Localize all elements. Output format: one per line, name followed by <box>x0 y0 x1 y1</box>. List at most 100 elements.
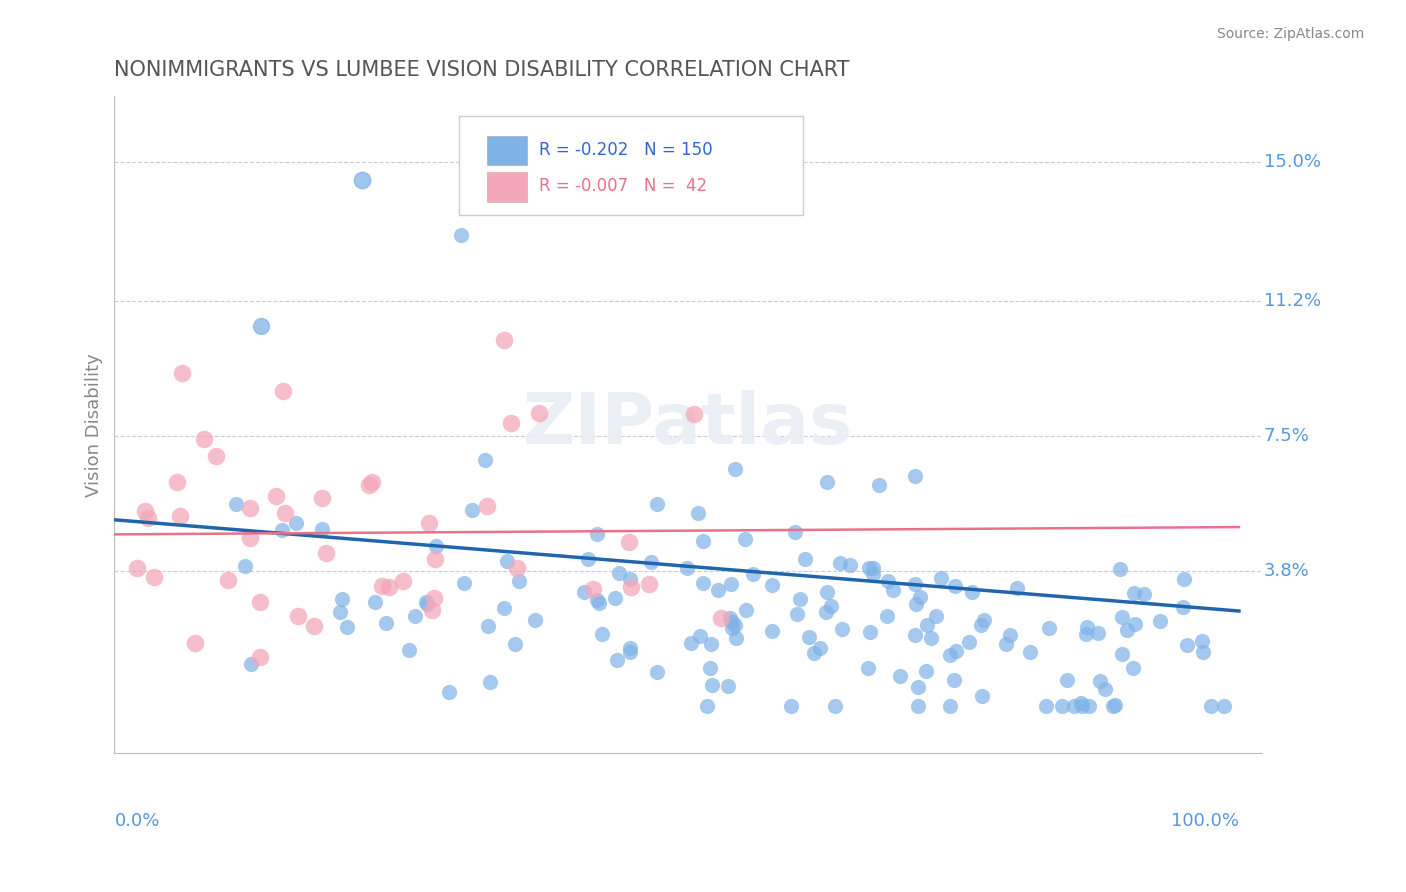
Point <box>169 508 191 523</box>
Point <box>423 591 446 606</box>
Point <box>523 613 546 627</box>
Point <box>1063 698 1085 713</box>
Point <box>920 631 942 645</box>
Point <box>943 579 966 593</box>
FancyBboxPatch shape <box>488 172 527 202</box>
Point <box>586 593 609 607</box>
Point <box>364 595 387 609</box>
Point <box>882 582 904 597</box>
Point <box>689 629 711 643</box>
Point <box>696 698 718 713</box>
Point <box>350 173 373 187</box>
Point <box>225 497 247 511</box>
Point <box>1173 572 1195 586</box>
Point <box>217 573 239 587</box>
Point <box>960 585 983 599</box>
Text: R = -0.202   N = 150: R = -0.202 N = 150 <box>538 141 713 160</box>
Point <box>862 567 884 582</box>
Point <box>786 607 808 622</box>
Point <box>721 621 744 635</box>
Point <box>127 561 149 575</box>
Point <box>1212 698 1234 713</box>
Point <box>284 516 307 530</box>
FancyBboxPatch shape <box>458 116 803 215</box>
Point <box>607 566 630 581</box>
Point <box>645 665 668 679</box>
Text: 3.8%: 3.8% <box>1264 562 1309 580</box>
Point <box>193 433 215 447</box>
Point <box>329 605 352 619</box>
Point <box>828 556 851 570</box>
Point <box>734 532 756 546</box>
Point <box>793 552 815 566</box>
Point <box>619 580 641 594</box>
Point <box>239 501 262 516</box>
Point <box>1149 614 1171 628</box>
Point <box>360 475 382 489</box>
Point <box>266 489 288 503</box>
Point <box>904 598 927 612</box>
Point <box>249 595 271 609</box>
Point <box>617 534 640 549</box>
Point <box>779 698 801 713</box>
Point <box>391 574 413 588</box>
Point <box>134 504 156 518</box>
Point <box>1050 698 1073 713</box>
Point <box>877 574 900 588</box>
Point <box>904 628 927 642</box>
Point <box>717 679 740 693</box>
Point <box>619 645 641 659</box>
Point <box>994 637 1017 651</box>
Point <box>859 625 882 640</box>
Point <box>720 577 742 591</box>
Point <box>404 609 426 624</box>
Point <box>735 602 758 616</box>
Point <box>645 497 668 511</box>
Point <box>495 554 517 568</box>
Point <box>1102 698 1125 713</box>
Point <box>724 462 747 476</box>
Point <box>945 644 967 658</box>
Point <box>815 585 838 599</box>
Point <box>929 571 952 585</box>
Point <box>692 575 714 590</box>
Point <box>572 585 595 599</box>
Point <box>378 580 401 594</box>
Point <box>477 619 499 633</box>
Point <box>603 591 626 605</box>
Point <box>1056 673 1078 688</box>
Point <box>143 570 166 584</box>
Point <box>398 643 420 657</box>
Point <box>359 478 381 492</box>
Text: 7.5%: 7.5% <box>1264 427 1309 445</box>
Point <box>479 675 502 690</box>
Point <box>619 641 641 656</box>
Text: NONIMMIGRANTS VS LUMBEE VISION DISABILITY CORRELATION CHART: NONIMMIGRANTS VS LUMBEE VISION DISABILIT… <box>114 60 849 79</box>
Point <box>907 698 929 713</box>
Point <box>939 648 962 662</box>
Text: 15.0%: 15.0% <box>1264 153 1320 171</box>
FancyBboxPatch shape <box>488 136 527 165</box>
Point <box>789 592 811 607</box>
Point <box>184 636 207 650</box>
Point <box>374 615 396 630</box>
Point <box>460 503 482 517</box>
Point <box>808 640 831 655</box>
Point <box>910 590 932 604</box>
Point <box>876 609 898 624</box>
Point <box>1192 645 1215 659</box>
Point <box>681 635 703 649</box>
Point <box>453 575 475 590</box>
Point <box>803 646 825 660</box>
Text: 100.0%: 100.0% <box>1171 812 1239 830</box>
Point <box>820 599 842 614</box>
Text: 11.2%: 11.2% <box>1264 292 1320 310</box>
Point <box>785 525 807 540</box>
Point <box>1088 673 1111 688</box>
Point <box>889 669 911 683</box>
Point <box>591 627 613 641</box>
Point <box>699 661 721 675</box>
Point <box>370 579 392 593</box>
Point <box>839 558 862 572</box>
Point <box>420 603 443 617</box>
